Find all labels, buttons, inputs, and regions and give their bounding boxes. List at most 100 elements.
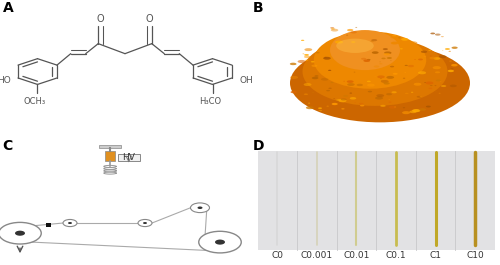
Ellipse shape [404,65,408,66]
Text: OCH₃: OCH₃ [24,97,46,106]
Ellipse shape [401,38,408,41]
Ellipse shape [428,88,432,89]
Ellipse shape [388,101,392,103]
Ellipse shape [360,105,364,107]
Text: C: C [2,139,13,153]
Ellipse shape [312,77,318,79]
Ellipse shape [409,41,418,45]
Ellipse shape [372,51,378,54]
Ellipse shape [305,60,308,61]
Ellipse shape [421,51,427,53]
Ellipse shape [326,106,329,107]
Ellipse shape [290,91,296,93]
Ellipse shape [386,93,392,95]
Ellipse shape [390,36,397,38]
Ellipse shape [425,82,428,83]
Ellipse shape [430,85,432,86]
Ellipse shape [330,82,334,83]
Ellipse shape [350,92,352,94]
Ellipse shape [346,35,348,36]
Ellipse shape [326,77,332,79]
Text: C0: C0 [272,251,283,260]
Circle shape [0,222,41,244]
Ellipse shape [334,98,335,99]
Ellipse shape [426,81,434,85]
Ellipse shape [304,48,312,51]
Ellipse shape [372,39,377,41]
Ellipse shape [424,82,426,83]
Ellipse shape [364,59,370,62]
Ellipse shape [403,107,405,108]
Circle shape [63,219,77,227]
Ellipse shape [408,65,414,67]
Ellipse shape [412,109,420,112]
Ellipse shape [336,99,341,101]
Ellipse shape [332,103,338,105]
Ellipse shape [294,64,296,65]
Ellipse shape [343,81,345,82]
Ellipse shape [404,72,406,73]
Ellipse shape [314,32,426,89]
Text: A: A [2,1,13,15]
Ellipse shape [403,78,406,79]
Ellipse shape [410,111,416,113]
Ellipse shape [450,85,457,87]
Ellipse shape [432,66,441,69]
Ellipse shape [392,73,398,75]
Ellipse shape [374,65,380,68]
Text: OH: OH [240,76,253,85]
Ellipse shape [414,83,422,86]
Ellipse shape [376,94,384,97]
Ellipse shape [330,30,400,70]
Ellipse shape [377,76,385,78]
Ellipse shape [304,54,309,56]
Ellipse shape [331,29,338,32]
Ellipse shape [418,71,426,74]
Ellipse shape [290,76,298,79]
Ellipse shape [420,96,422,97]
Ellipse shape [346,80,354,83]
Ellipse shape [380,61,381,62]
Ellipse shape [342,108,344,109]
Ellipse shape [414,59,416,60]
Ellipse shape [375,96,383,100]
Ellipse shape [351,41,356,43]
Circle shape [190,203,210,213]
Text: O: O [96,14,104,24]
Ellipse shape [298,60,306,63]
Ellipse shape [290,63,296,65]
Ellipse shape [350,97,356,100]
Ellipse shape [308,103,310,104]
Ellipse shape [448,51,451,52]
Ellipse shape [426,106,431,108]
Ellipse shape [368,91,372,92]
Ellipse shape [301,40,304,41]
Ellipse shape [382,58,386,59]
Text: C10: C10 [466,251,484,260]
Ellipse shape [326,90,330,91]
Text: C0.001: C0.001 [301,251,333,260]
Ellipse shape [436,80,440,81]
Ellipse shape [356,27,357,28]
Ellipse shape [384,51,392,54]
Ellipse shape [389,106,396,109]
Ellipse shape [405,93,408,94]
Ellipse shape [386,76,394,79]
Ellipse shape [316,52,320,54]
Ellipse shape [424,56,426,57]
Ellipse shape [450,68,454,69]
Ellipse shape [383,48,388,50]
Ellipse shape [398,37,401,38]
FancyBboxPatch shape [104,151,116,161]
Ellipse shape [384,82,390,85]
Bar [46,223,51,227]
Circle shape [138,219,152,227]
Ellipse shape [354,102,356,103]
Text: C0.01: C0.01 [344,251,369,260]
Ellipse shape [445,48,450,50]
Ellipse shape [335,41,343,43]
Ellipse shape [416,96,422,98]
Text: H₃CO: H₃CO [199,97,221,106]
Ellipse shape [430,33,435,34]
Ellipse shape [306,106,314,109]
